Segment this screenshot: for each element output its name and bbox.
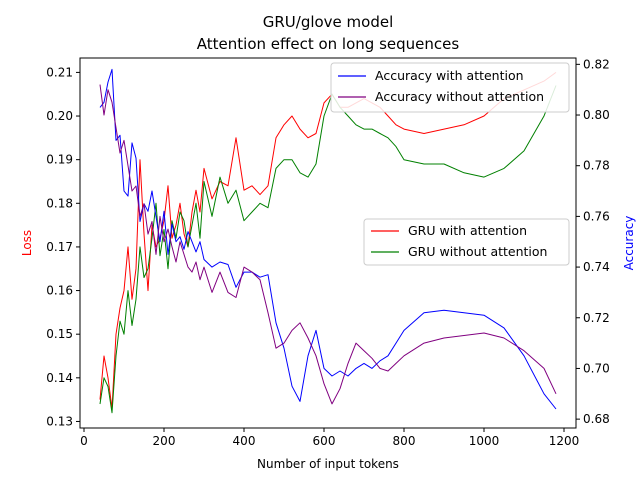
legend-label-gru-without-attention: GRU without attention <box>408 244 547 259</box>
y-tick-label-left: 0.19 <box>46 153 73 167</box>
legend-accuracy: Accuracy with attention Accuracy without… <box>330 62 570 113</box>
legend-label-gru-with-attention: GRU with attention <box>408 223 527 238</box>
y-tick-label-left: 0.13 <box>46 414 73 428</box>
x-axis-label: Number of input tokens <box>257 457 399 471</box>
chart-subtitle: Attention effect on long sequences <box>197 35 460 53</box>
y-axis-label-left: Loss <box>20 230 34 256</box>
series-line-gru-with-attention <box>99 71 557 409</box>
x-tick-label: 1200 <box>549 434 580 448</box>
legend-label-accuracy-without-attention: Accuracy without attention <box>375 89 544 104</box>
legend-accuracy-box <box>330 62 570 113</box>
ticks-layer: 0 200 400 600 800 1000 1200 0.13 0.14 0.15 0.16 0.1… <box>46 57 609 448</box>
y-tick-label-right: 0.68 <box>583 412 610 426</box>
y-tick-label-right: 0.78 <box>583 159 610 173</box>
series-line-gru-without-attention <box>99 85 557 414</box>
y-tick-label-left: 0.14 <box>46 371 73 385</box>
y-tick-label-right: 0.80 <box>583 108 610 122</box>
y-tick-label-left: 0.15 <box>46 327 73 341</box>
y-axis-label-right: Accuracy <box>622 216 636 271</box>
series-layer <box>99 68 557 414</box>
x-tick-label: 800 <box>393 434 416 448</box>
y-tick-label-right: 0.70 <box>583 361 610 375</box>
y-tick-label-left: 0.16 <box>46 284 73 298</box>
x-tick-label: 0 <box>80 434 88 448</box>
chart-title: GRU/glove model <box>263 13 394 31</box>
y-tick-label-left: 0.21 <box>46 65 73 79</box>
legend-loss: GRU with attention GRU without attention <box>363 218 570 266</box>
y-tick-label-left: 0.20 <box>46 109 73 123</box>
series-line-accuracy-without-attention <box>99 84 557 405</box>
plot-frame <box>79 57 577 429</box>
legend-label-accuracy-with-attention: Accuracy with attention <box>375 68 524 83</box>
y-tick-label-right: 0.76 <box>583 209 610 223</box>
x-tick-label: 1000 <box>469 434 500 448</box>
y-tick-label-right: 0.82 <box>583 57 610 71</box>
x-tick-label: 600 <box>313 434 336 448</box>
y-tick-label-right: 0.72 <box>583 311 610 325</box>
y-tick-label-right: 0.74 <box>583 260 610 274</box>
x-tick-label: 200 <box>153 434 176 448</box>
x-tick-label: 400 <box>233 434 256 448</box>
legend-loss-box <box>363 218 570 266</box>
y-tick-label-left: 0.17 <box>46 240 73 254</box>
y-tick-label-left: 0.18 <box>46 196 73 210</box>
